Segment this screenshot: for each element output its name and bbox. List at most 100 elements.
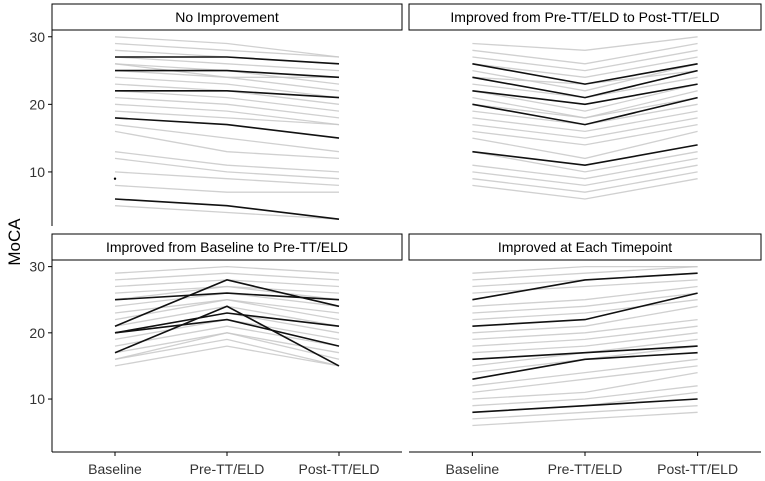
participant-line-highlighted xyxy=(472,351,698,380)
isolated-point xyxy=(113,177,117,180)
participant-line-gray xyxy=(114,90,340,112)
participant-line-gray xyxy=(472,96,698,119)
participant-line-gray xyxy=(114,69,340,92)
y-tick-label: 30 xyxy=(29,259,45,275)
participant-line-gray xyxy=(472,56,698,78)
participant-line-gray xyxy=(472,371,698,400)
participant-line-gray xyxy=(114,345,340,367)
panel-strip xyxy=(51,3,403,31)
participant-line-gray xyxy=(472,49,698,72)
participant-line-gray xyxy=(472,130,698,160)
participant-line-gray xyxy=(472,385,698,407)
panel-improved-each-timepoint: Improved at Each Timepoint xyxy=(408,233,762,427)
participant-line-gray xyxy=(472,365,698,394)
participant-line-gray xyxy=(472,318,698,341)
y-tick-label: 30 xyxy=(29,29,45,45)
y-tick-label: 10 xyxy=(29,164,45,180)
participant-line-gray xyxy=(114,285,340,294)
participant-line-highlighted xyxy=(472,292,698,327)
participant-line-gray xyxy=(472,391,698,413)
participant-line-gray xyxy=(114,285,340,301)
participant-line-gray xyxy=(114,130,340,160)
participant-line-gray xyxy=(114,332,340,354)
participant-line-gray xyxy=(472,42,698,65)
participant-line-highlighted xyxy=(472,144,698,167)
participant-line-gray xyxy=(472,36,698,51)
x-tick-label: Post-TT/ELD xyxy=(657,461,738,477)
participant-line-gray xyxy=(472,411,698,427)
x-tick-label: Pre-TT/ELD xyxy=(190,461,265,477)
panel-strip xyxy=(51,233,403,261)
panel-title: Improved from Baseline to Pre-TT/ELD xyxy=(106,239,348,255)
participant-line-gray xyxy=(114,110,340,126)
participant-line-gray xyxy=(114,338,340,367)
x-tick-label: Pre-TT/ELD xyxy=(548,461,623,477)
x-tick-label: Baseline xyxy=(88,461,142,477)
panel-strip xyxy=(408,233,762,261)
x-tick-label: Baseline xyxy=(446,461,500,477)
axes: 10 20 30 10 20 30 Baseline Pre-TT/ELD Post-TT/EL… xyxy=(29,29,761,477)
participant-line-gray xyxy=(472,171,698,193)
panel-improved-baseline-to-pre: Improved from Baseline to Pre-TT/ELD xyxy=(51,233,403,367)
participant-line-gray xyxy=(472,178,698,200)
participant-line-gray xyxy=(472,305,698,334)
participant-line-gray xyxy=(472,83,698,112)
participant-line-highlighted xyxy=(472,63,698,85)
participant-line-highlighted xyxy=(114,117,340,139)
participant-line-gray xyxy=(472,405,698,420)
participant-line-gray xyxy=(114,56,340,72)
y-tick-label: 20 xyxy=(29,325,45,341)
participant-line-gray xyxy=(114,171,340,187)
participant-line-highlighted xyxy=(472,83,698,106)
participant-line-gray xyxy=(114,272,340,281)
participant-line-gray xyxy=(114,76,340,99)
participant-line-gray xyxy=(114,63,340,85)
participant-line-highlighted xyxy=(472,345,698,361)
y-axis-title: MoCA xyxy=(5,218,24,266)
y-tick-label: 20 xyxy=(29,96,45,112)
participant-line-gray xyxy=(472,157,698,180)
participant-line-gray xyxy=(114,157,340,180)
participant-line-highlighted xyxy=(114,312,340,334)
participant-line-gray xyxy=(472,265,698,274)
participant-line-gray xyxy=(472,325,698,347)
participant-line-gray xyxy=(472,164,698,187)
participant-line-highlighted xyxy=(115,90,340,99)
participant-line-gray xyxy=(114,103,340,126)
participant-line-highlighted xyxy=(472,96,698,126)
panel-title: Improved from Pre-TT/ELD to Post-TT/ELD xyxy=(450,9,719,25)
participant-line-gray xyxy=(114,299,340,321)
participant-line-gray xyxy=(472,332,698,354)
participant-line-gray xyxy=(114,96,340,119)
participant-line-gray xyxy=(472,123,698,146)
participant-line-gray xyxy=(114,151,340,173)
participant-line-gray xyxy=(114,36,340,58)
participant-line-gray xyxy=(114,205,340,220)
participant-line-gray xyxy=(114,123,340,153)
panel-improved-pre-to-post: Improved from Pre-TT/ELD to Post-TT/ELD xyxy=(408,3,762,200)
participant-line-gray xyxy=(472,63,698,92)
panel-strip xyxy=(408,3,762,31)
participant-line-gray xyxy=(114,279,340,288)
participant-line-gray xyxy=(472,279,698,294)
panel-no-improvement: No Improvement xyxy=(51,3,403,220)
participant-line-highlighted xyxy=(472,272,698,301)
participant-line-highlighted xyxy=(114,305,340,367)
participant-line-highlighted xyxy=(115,56,340,65)
x-tick-label: Post-TT/ELD xyxy=(299,461,380,477)
participant-line-highlighted xyxy=(114,318,340,347)
y-tick-label: 10 xyxy=(29,391,45,407)
participant-line-gray xyxy=(114,265,340,274)
participant-line-gray xyxy=(472,299,698,321)
participant-line-gray xyxy=(472,285,698,307)
participant-line-gray xyxy=(472,151,698,173)
participant-line-gray xyxy=(472,358,698,387)
participant-line-highlighted xyxy=(114,198,340,220)
participant-line-highlighted xyxy=(114,279,340,327)
participant-line-highlighted xyxy=(472,69,698,99)
participant-line-gray xyxy=(472,110,698,133)
participant-line-gray xyxy=(114,325,340,347)
participant-line-gray xyxy=(114,184,339,193)
participant-line-highlighted xyxy=(115,69,340,79)
